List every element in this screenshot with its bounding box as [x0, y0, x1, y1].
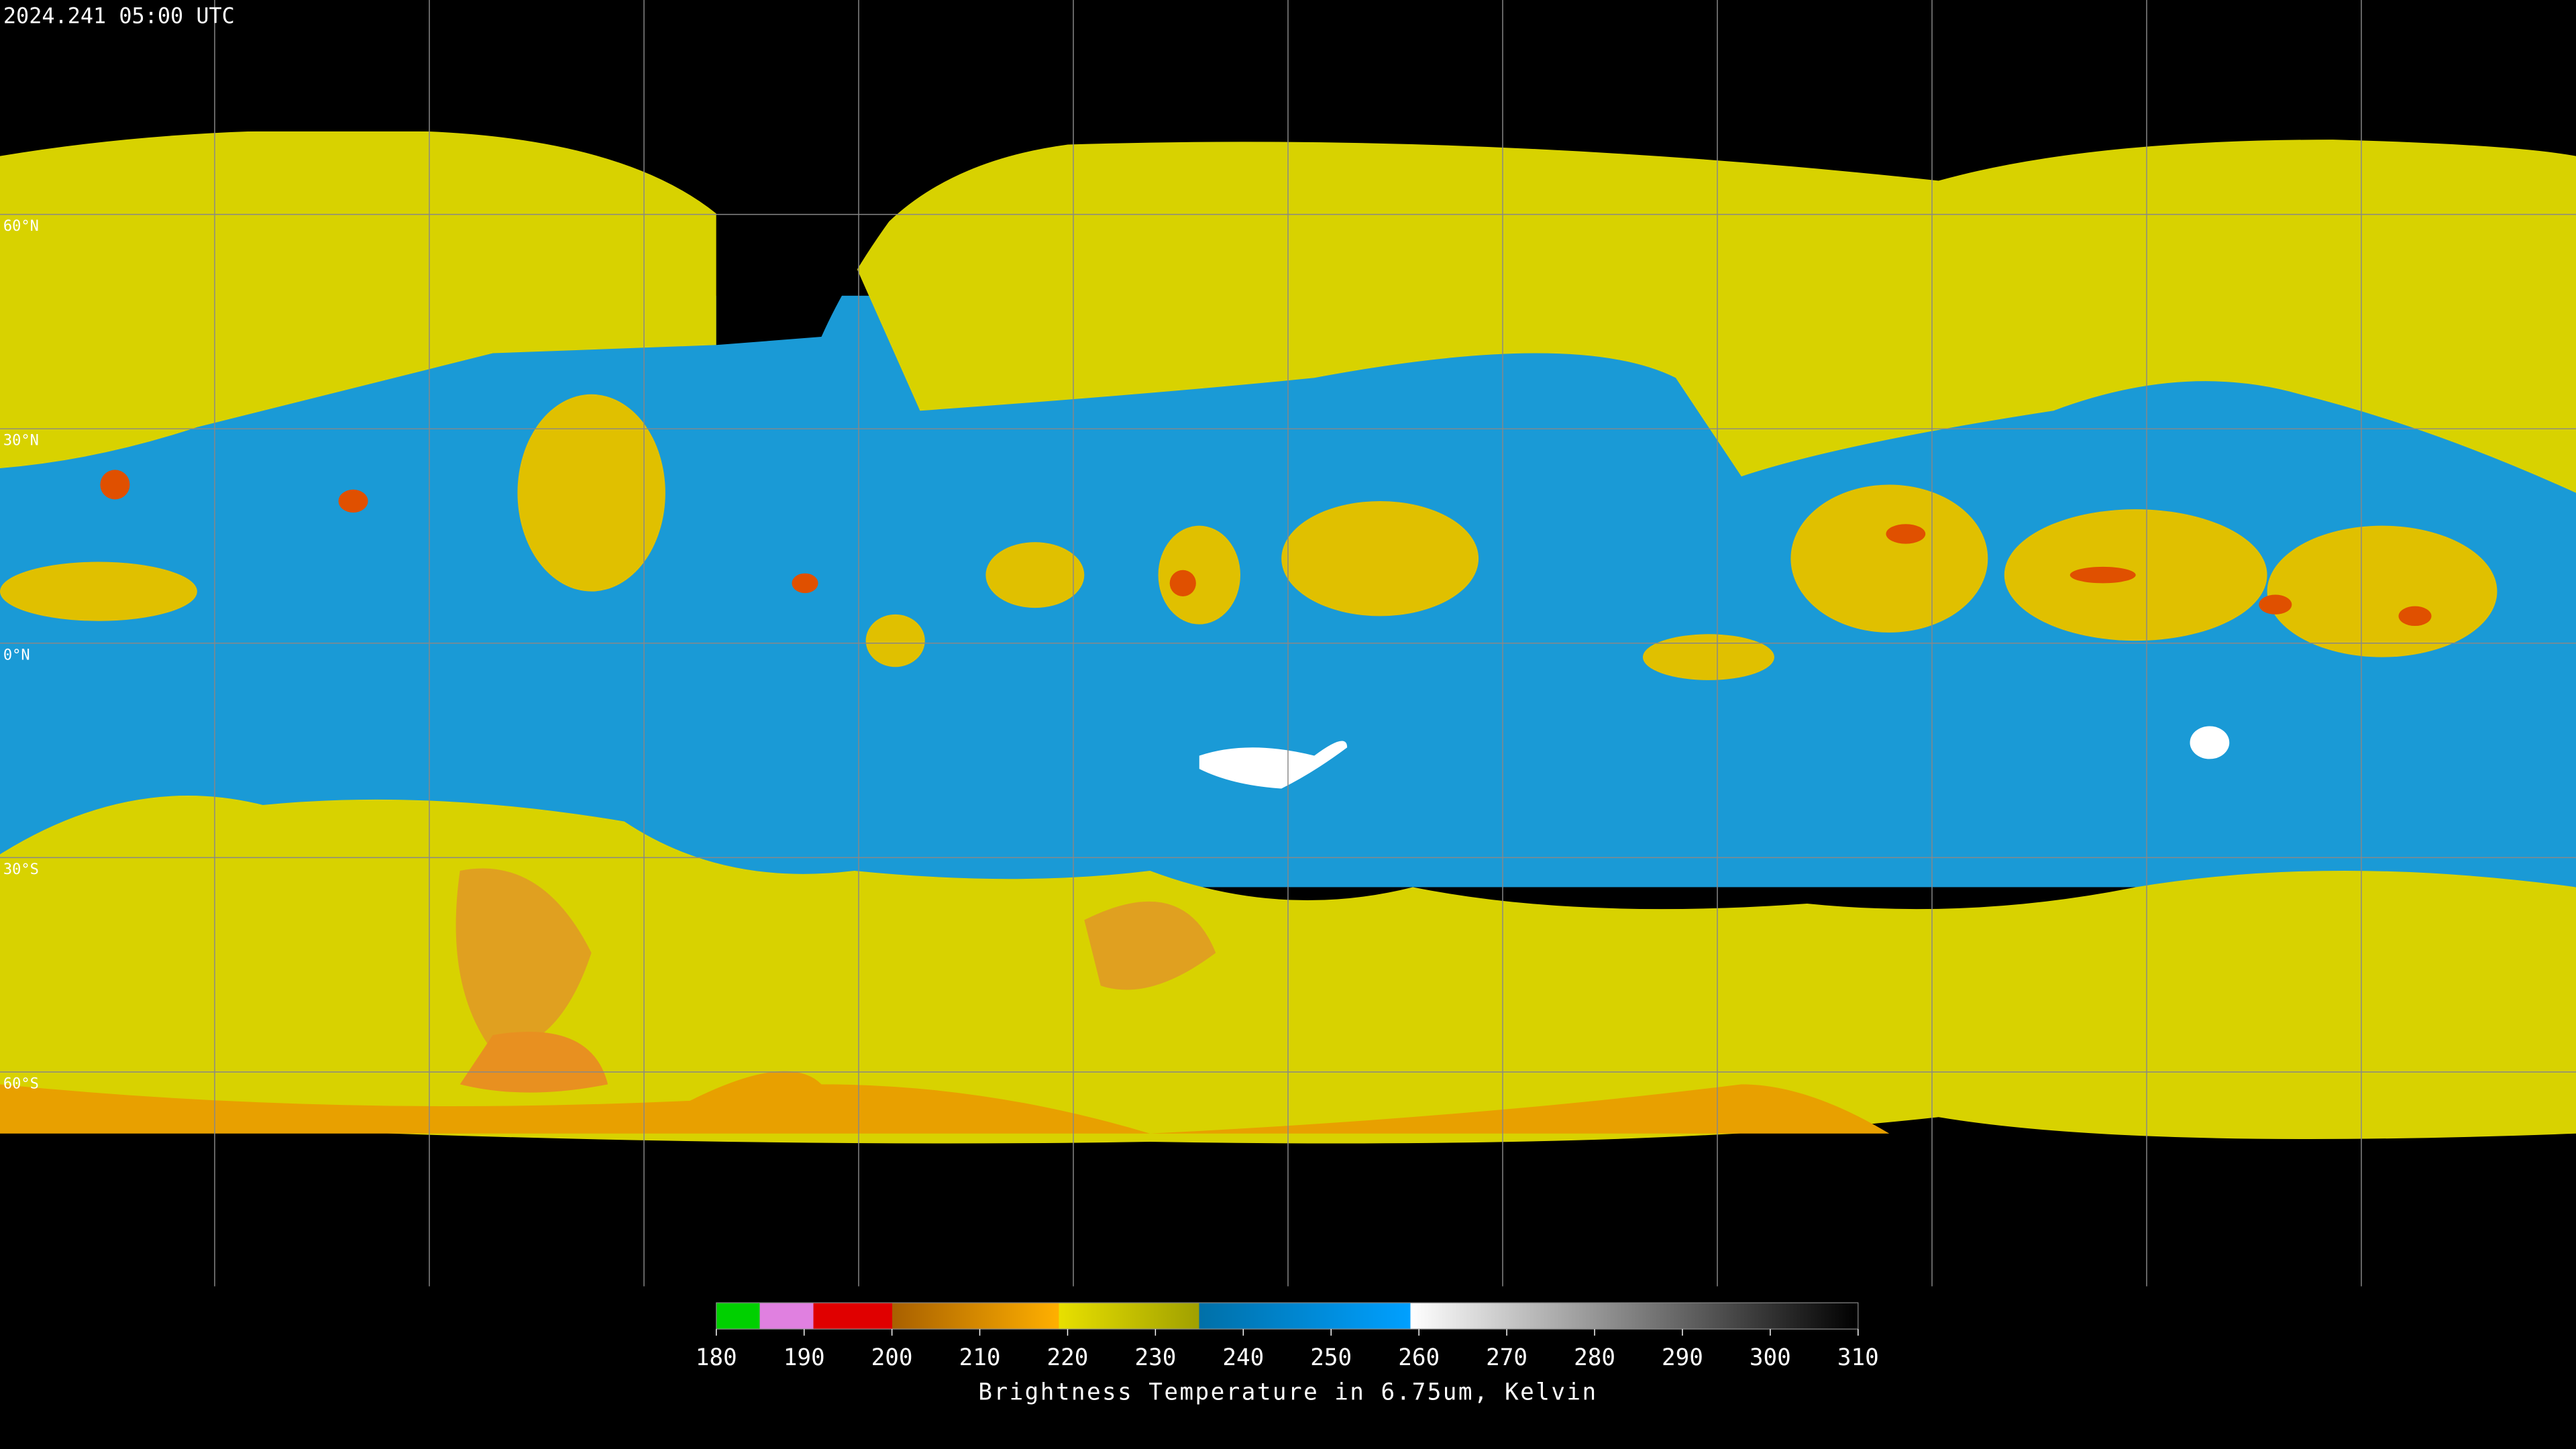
colorbar-tick-label: 240	[1222, 1344, 1264, 1371]
colorbar-tick-label: 300	[1750, 1344, 1791, 1371]
colorbar-tick-label: 280	[1574, 1344, 1615, 1371]
colorbar-tick-label: 220	[1047, 1344, 1089, 1371]
latitude-label: 60°S	[3, 1075, 39, 1092]
colorbar-tick-label: 310	[1837, 1344, 1879, 1371]
timestamp: 2024.241 05:00 UTC	[3, 3, 235, 28]
latitude-label: 30°N	[3, 433, 39, 449]
colorbar-tick-label: 250	[1310, 1344, 1352, 1371]
graticule	[0, 0, 2576, 1287]
latitude-label: 60°N	[3, 218, 39, 235]
colorbar-tick-label: 200	[871, 1344, 913, 1371]
colorbar-tick-label: 210	[959, 1344, 1001, 1371]
latitude-label: 30°S	[3, 861, 39, 878]
colorbar-label: Brightness Temperature in 6.75um, Kelvin	[978, 1379, 1597, 1406]
colorbar-tick-label: 180	[696, 1344, 737, 1371]
colorbar-tick-label: 270	[1486, 1344, 1527, 1371]
latitude-labels: 60°N 30°N 0°N 30°S 60°S	[3, 218, 39, 1092]
colorbar-ticks: 180 190 200 210 220 230 240 250 260 270 280 290 300 3…	[696, 1329, 1879, 1371]
latitude-label: 0°N	[3, 647, 30, 663]
colorbar-tick-label: 290	[1662, 1344, 1703, 1371]
colorbar	[716, 1302, 1859, 1330]
colorbar-tick-label: 190	[784, 1344, 825, 1371]
colorbar-tick-label: 260	[1398, 1344, 1440, 1371]
colorbar-tick-label: 230	[1134, 1344, 1176, 1371]
